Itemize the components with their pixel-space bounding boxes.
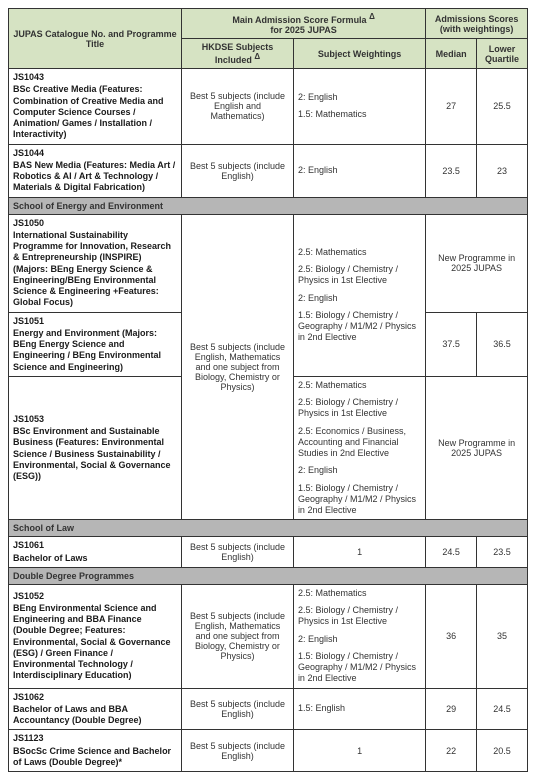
median-cell: 29 [426, 688, 477, 730]
median-cell: 23.5 [426, 144, 477, 197]
programme-cell: JS1061 Bachelor of Laws [9, 537, 182, 568]
section-header: School of Energy and Environment [9, 197, 528, 214]
table-header: JUPAS Catalogue No. and Programme Title … [9, 9, 528, 69]
score-note-cell: New Programme in 2025 JUPAS [426, 214, 528, 312]
lq-cell: 20.5 [477, 730, 528, 772]
hdr-scores: Admissions Scores (with weightings) [426, 9, 528, 39]
table-row: JS1043 BSc Creative Media (Features: Com… [9, 69, 528, 145]
weights-cell: 2: English [293, 144, 425, 197]
hdr-weightings: Subject Weightings [293, 39, 425, 69]
weights-cell: 2: English 1.5: Mathematics [293, 69, 425, 145]
subjects-cell: Best 5 subjects (include English) [182, 688, 294, 730]
weights-cell: 2.5: Mathematics 2.5: Biology / Chemistr… [293, 376, 425, 520]
weights-cell: 2.5: Mathematics 2.5: Biology / Chemistr… [293, 214, 425, 376]
median-cell: 22 [426, 730, 477, 772]
hdr-hkdse: HKDSE Subjects Included Δ [182, 39, 294, 69]
lq-cell: 23 [477, 144, 528, 197]
weights-cell: 1 [293, 537, 425, 568]
subjects-cell: Best 5 subjects (include English) [182, 144, 294, 197]
programme-cell: JS1053 BSc Environment and Sustainable B… [9, 376, 182, 520]
table-row: JS1061 Bachelor of Laws Best 5 subjects … [9, 537, 528, 568]
hdr-formula: Main Admission Score Formula Δ for 2025 … [182, 9, 426, 39]
programme-cell: JS1050 International Sustainability Prog… [9, 214, 182, 312]
hdr-programme: JUPAS Catalogue No. and Programme Title [9, 9, 182, 69]
programme-cell: JS1123 BSocSc Crime Science and Bachelor… [9, 730, 182, 772]
admissions-table: JUPAS Catalogue No. and Programme Title … [8, 8, 528, 772]
subjects-cell: Best 5 subjects (include English, Mathem… [182, 214, 294, 520]
section-header-row: School of Law [9, 520, 528, 537]
hdr-median: Median [426, 39, 477, 69]
table-row: JS1123 BSocSc Crime Science and Bachelor… [9, 730, 528, 772]
lq-cell: 24.5 [477, 688, 528, 730]
programme-cell: JS1052 BEng Environmental Science and En… [9, 584, 182, 688]
weights-cell: 2.5: Mathematics 2.5: Biology / Chemistr… [293, 584, 425, 688]
table-row: JS1044 BAS New Media (Features: Media Ar… [9, 144, 528, 197]
median-cell: 36 [426, 584, 477, 688]
lq-cell: 35 [477, 584, 528, 688]
section-header-row: Double Degree Programmes [9, 567, 528, 584]
hdr-lq: Lower Quartile [477, 39, 528, 69]
weights-cell: 1 [293, 730, 425, 772]
lq-cell: 25.5 [477, 69, 528, 145]
median-cell: 37.5 [426, 312, 477, 376]
programme-cell: JS1043 BSc Creative Media (Features: Com… [9, 69, 182, 145]
programme-cell: JS1051 Energy and Environment (Majors: B… [9, 312, 182, 376]
median-cell: 27 [426, 69, 477, 145]
programme-cell: JS1062 Bachelor of Laws and BBA Accounta… [9, 688, 182, 730]
section-header-row: School of Energy and Environment [9, 197, 528, 214]
table-row: JS1050 International Sustainability Prog… [9, 214, 528, 312]
table-row: JS1062 Bachelor of Laws and BBA Accounta… [9, 688, 528, 730]
section-header: School of Law [9, 520, 528, 537]
score-note-cell: New Programme in 2025 JUPAS [426, 376, 528, 520]
lq-cell: 23.5 [477, 537, 528, 568]
table-row: JS1052 BEng Environmental Science and En… [9, 584, 528, 688]
subjects-cell: Best 5 subjects (include English, Mathem… [182, 584, 294, 688]
subjects-cell: Best 5 subjects (include English and Mat… [182, 69, 294, 145]
median-cell: 24.5 [426, 537, 477, 568]
section-header: Double Degree Programmes [9, 567, 528, 584]
weights-cell: 1.5: English [293, 688, 425, 730]
subjects-cell: Best 5 subjects (include English) [182, 537, 294, 568]
subjects-cell: Best 5 subjects (include English) [182, 730, 294, 772]
lq-cell: 36.5 [477, 312, 528, 376]
programme-cell: JS1044 BAS New Media (Features: Media Ar… [9, 144, 182, 197]
